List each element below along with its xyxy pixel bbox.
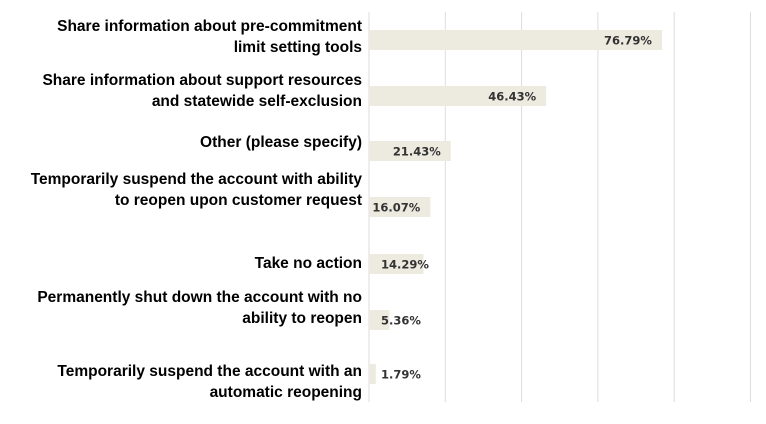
data-label: 76.79% [604, 34, 652, 48]
data-label: 5.36% [381, 314, 421, 328]
data-label: 1.79% [381, 368, 421, 382]
category-label: Temporarily suspend the account with an … [57, 363, 362, 401]
data-label: 16.07% [372, 201, 420, 215]
category-label: Share information about pre-commitment l… [57, 18, 362, 56]
bar [369, 310, 390, 330]
category-label: Share information about support resource… [42, 72, 362, 110]
bar [369, 197, 431, 217]
data-label: 46.43% [488, 90, 536, 104]
bar [369, 86, 547, 106]
data-label: 21.43% [393, 145, 441, 159]
category-label: Take no action [254, 255, 362, 272]
bar [369, 364, 376, 384]
category-label: Other (please specify) [200, 134, 362, 151]
bar [369, 254, 424, 274]
category-label: Temporarily suspend the account with abi… [30, 171, 362, 209]
bar [369, 141, 451, 161]
data-label: 14.29% [381, 258, 429, 272]
category-label: Permanently shut down the account with n… [37, 289, 362, 327]
bar [369, 30, 662, 50]
